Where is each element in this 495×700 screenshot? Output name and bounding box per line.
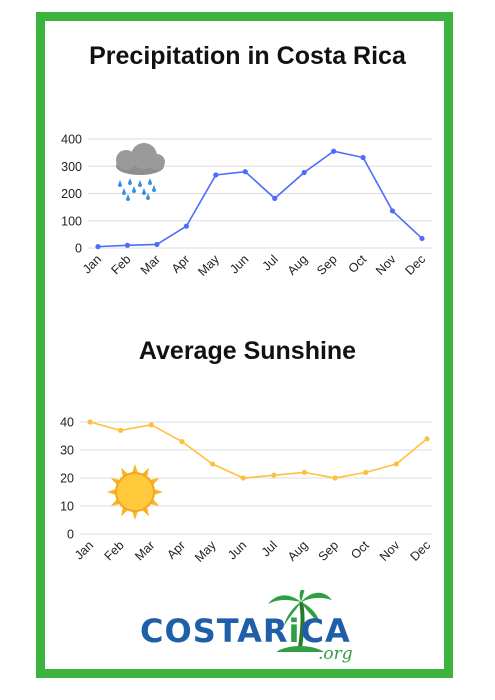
x-tick-label: Jan [80,252,104,276]
data-point [183,223,189,229]
x-tick-label: Dec [407,538,433,564]
logo-wordmark: COSTARiCA [140,612,351,650]
y-tick-label: 20 [60,472,74,486]
data-point [301,169,307,176]
data-point [213,172,219,178]
x-tick-label: Aug [285,538,311,564]
x-tick-label: Dec [402,252,428,278]
x-tick-label: Nov [377,538,403,564]
data-point [179,439,185,445]
x-tick-label: Jan [72,538,96,562]
y-tick-label: 40 [60,416,74,430]
x-tick-label: Aug [285,252,311,278]
precipitation-chart: 0 100 200 300 400 Jan Feb Mar Apr May Jun Jul Aug Sep… [61,133,432,279]
y-tick-label: 0 [67,528,74,542]
data-point [332,475,338,481]
x-tick-label: Sep [314,252,340,278]
y-tick-label: 200 [61,187,82,201]
data-point [154,241,160,248]
x-tick-label: Sep [316,538,342,564]
x-tick-label: Apr [169,252,193,276]
x-tick-label: Apr [164,538,188,562]
data-point [240,475,246,481]
x-tick-label: Oct [346,252,370,276]
y-tick-label: 10 [60,500,74,514]
x-tick-label: Jul [260,252,281,273]
sun-icon [107,464,163,520]
data-point [271,472,277,478]
x-tick-label: May [195,252,222,279]
x-tick-label: May [192,538,219,565]
data-point [389,208,396,214]
x-tick-label: Mar [132,538,157,563]
x-tick-label: Mar [138,252,163,277]
data-point [124,242,131,248]
data-point [301,469,308,475]
x-tick-label: Jun [225,538,249,562]
x-tick-label: Jul [259,538,280,559]
data-point [363,469,369,475]
green-frame [36,12,453,678]
y-tick-label: 300 [61,160,82,174]
data-point [424,436,430,442]
data-point [331,148,337,154]
data-point [360,154,366,161]
y-tick-label: 400 [61,133,82,147]
data-point [242,169,248,175]
sunshine-chart: 0 10 20 30 40 Jan Feb Mar Apr May Jun Jul Aug Sep Oct N… [60,416,433,565]
sunshine-title: Average Sunshine [138,337,357,365]
y-tick-label: 30 [60,444,74,458]
series-line [89,421,428,479]
data-point [95,244,101,250]
logo-suffix: .org [318,644,353,664]
rain-cloud-icon [116,143,165,201]
x-tick-label: Feb [108,252,133,277]
palm-tree-icon [268,590,332,652]
y-tick-label: 100 [61,214,82,228]
y-tick-label: 0 [75,242,82,256]
data-point [393,461,399,467]
data-point [118,427,124,433]
x-tick-label: Oct [348,538,372,562]
x-tick-label: Feb [102,538,127,563]
data-point [148,422,154,428]
series-line [97,150,423,248]
x-tick-label: Jun [227,252,251,276]
data-point [419,235,425,242]
data-point [87,419,93,425]
precipitation-title: Precipitation in Costa Rica [89,42,406,70]
x-tick-label: Nov [373,252,399,278]
data-point [209,461,216,467]
data-point [272,195,278,202]
